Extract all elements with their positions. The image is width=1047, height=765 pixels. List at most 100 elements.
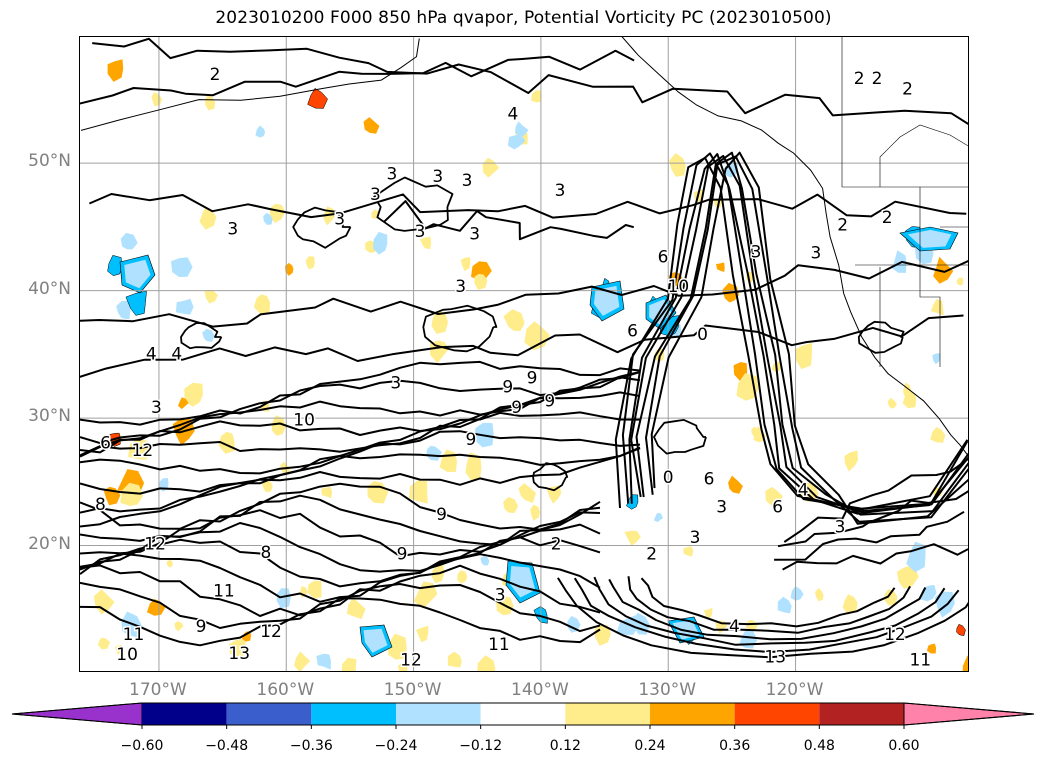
- contour-label: 9: [196, 617, 207, 637]
- lat-label: 50°N: [28, 151, 71, 172]
- lat-label: 20°N: [28, 533, 71, 554]
- colorbar-segment: [396, 703, 481, 725]
- contour-label: 9: [511, 398, 522, 418]
- contour-label: 3: [716, 497, 727, 517]
- colorbar: [11, 702, 1035, 729]
- contour-label: 6: [627, 321, 638, 341]
- colorbar-tick-label: 0.12: [549, 738, 581, 754]
- lon-label: 140°W: [511, 680, 569, 700]
- colorbar-extend-low: [11, 702, 143, 726]
- contour-label: 4: [507, 105, 518, 125]
- contour-label: 8: [95, 495, 106, 515]
- contour-label: 3: [334, 209, 345, 229]
- contour-label: 9: [502, 378, 513, 398]
- contour-label: 3: [386, 165, 397, 185]
- contour-label: 4: [798, 481, 809, 501]
- colorbar-segment: [819, 703, 904, 725]
- lon-label: 170°W: [129, 680, 187, 700]
- contour-label: 3: [469, 225, 480, 245]
- contour-label: 3: [432, 167, 443, 187]
- lat-label: 30°N: [28, 406, 71, 427]
- contour-label: 12: [400, 650, 422, 670]
- contour-label: 8: [260, 543, 271, 563]
- contour-label: 13: [228, 644, 250, 664]
- contour-label: 4: [171, 344, 182, 364]
- contour-label: 10: [116, 645, 138, 665]
- colorbar-tick-label: −0.36: [289, 738, 333, 754]
- contour-label: 3: [690, 528, 701, 548]
- contour-label: 3: [415, 222, 426, 242]
- contour-label: 6: [658, 248, 669, 268]
- colorbar-tick-label: 0.60: [888, 738, 920, 754]
- contour-label: 0: [697, 325, 708, 345]
- contour-label: 9: [397, 545, 408, 565]
- pv-contours: [80, 37, 968, 659]
- colorbar-segment: [226, 703, 312, 725]
- contour-label: 3: [751, 242, 762, 262]
- contour-label: 2: [872, 69, 883, 89]
- colorbar-segment: [480, 703, 566, 725]
- contour-label: 2: [882, 208, 893, 228]
- contour-label: 6: [704, 469, 715, 489]
- contour-label: 6: [100, 434, 111, 454]
- contour-label: 2: [854, 69, 865, 89]
- colorbar-tick-label: −0.60: [120, 738, 164, 754]
- contour-label: 3: [495, 585, 506, 605]
- contour-label: 2: [646, 545, 657, 565]
- contour-label: 2: [210, 65, 221, 85]
- colorbar-tick-label: −0.12: [459, 738, 503, 754]
- contour-label: 3: [390, 374, 401, 394]
- contour-label: 4: [146, 344, 157, 364]
- contour-label: 3: [835, 518, 846, 538]
- colorbar-tick-label: 0.36: [719, 738, 751, 754]
- contour-label: 11: [213, 581, 235, 601]
- contour-label: 3: [555, 181, 566, 201]
- contour-label: 11: [123, 625, 145, 645]
- contour-label: 3: [462, 171, 473, 191]
- colorbar-segment: [311, 703, 396, 725]
- contour-label: 10: [293, 411, 315, 431]
- colorbar-segment: [142, 703, 227, 725]
- contour-label: 9: [544, 392, 555, 412]
- colorbar-tick-label: −0.24: [374, 738, 418, 754]
- contour-label: 4: [729, 617, 740, 637]
- contour-label: 3: [370, 185, 381, 205]
- contour-label: 3: [810, 244, 821, 264]
- colorbar-segment: [734, 703, 820, 725]
- contour-label: 3: [455, 277, 466, 297]
- colorbar-tick-label: 0.48: [803, 738, 835, 754]
- colorbar-segment: [565, 703, 650, 725]
- colorbar-tick-label: 0.24: [634, 738, 666, 754]
- contour-label: 11: [488, 635, 510, 655]
- contour-label: 9: [436, 505, 447, 525]
- colorbar-segment: [650, 703, 735, 725]
- contour-label: 13: [764, 648, 786, 668]
- lon-label: 120°W: [765, 680, 824, 700]
- contour-label: 2: [837, 216, 848, 236]
- lon-label: 130°W: [638, 680, 697, 700]
- contour-label: 10: [668, 277, 690, 297]
- colorbar-tick-label: −0.48: [205, 738, 249, 754]
- contour-label: 11: [909, 650, 931, 670]
- contour-label: 9: [527, 369, 538, 389]
- contour-label: 12: [132, 441, 154, 461]
- lat-label: 40°N: [28, 278, 71, 299]
- plot-title: 2023010200 F000 850 hPa qvapor, Potentia…: [215, 8, 832, 28]
- contour-label: 12: [260, 622, 282, 642]
- qvapor-fill-layer: [93, 59, 968, 671]
- contour-label: 3: [151, 398, 162, 418]
- contour-label: 12: [884, 625, 906, 645]
- contour-label: 9: [465, 430, 476, 450]
- contour-label: 2: [551, 534, 562, 554]
- lon-label: 150°W: [383, 680, 442, 700]
- contour-label: 3: [227, 220, 238, 240]
- lon-label: 160°W: [256, 680, 315, 700]
- contour-label: 0: [663, 468, 674, 488]
- contour-label: 6: [772, 497, 783, 517]
- contour-label: 2: [902, 79, 913, 99]
- contour-label: 12: [144, 534, 166, 554]
- colorbar-extend-high: [903, 702, 1035, 726]
- map-panel: 2 4 3 3 3 3 3 3 3 3 3 3 3 3 2 2 2 2 2 4 4 3 3 9 9 9 9 9 10 6 6 10 0 6 0 6 12…: [79, 36, 969, 672]
